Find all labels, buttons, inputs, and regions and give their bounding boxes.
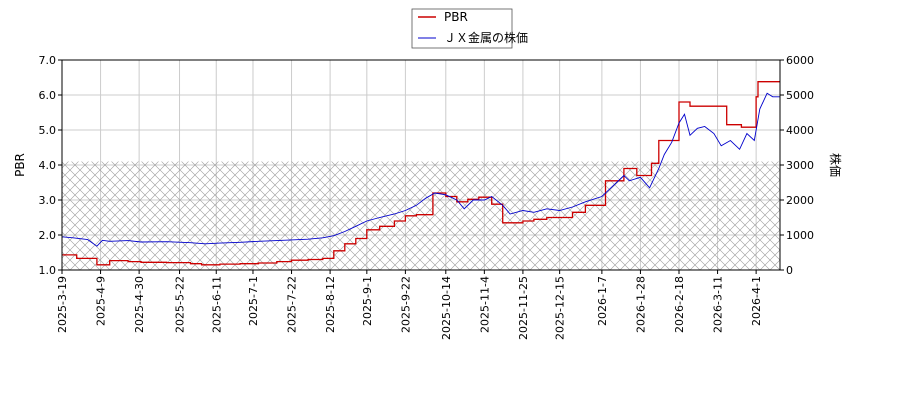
legend-pbr-label: PBR bbox=[444, 10, 468, 24]
tick-label-x: 2026-1-28 bbox=[634, 276, 647, 333]
tick-label-x: 2025-6-11 bbox=[210, 276, 223, 333]
tick-label-x: 2025-7-22 bbox=[286, 276, 299, 333]
tick-label-right: 4000 bbox=[786, 124, 814, 137]
axis-ticks: 1.0 2.0 3.0 4.0 5.0 6.0 7.0 0 1000 2000 3000 4000 50… bbox=[39, 54, 815, 340]
series-line-pbr bbox=[62, 81, 780, 266]
legend: PBR ＪＸ金属の株価 bbox=[411, 8, 528, 49]
tick-label-x: 2025-3-19 bbox=[56, 276, 69, 333]
tick-label-right: 1000 bbox=[786, 229, 814, 242]
tick-label-left: 7.0 bbox=[39, 54, 57, 67]
tick-label-left: 2.0 bbox=[39, 229, 57, 242]
series-layer bbox=[62, 81, 780, 266]
tick-label-left: 1.0 bbox=[39, 264, 57, 277]
tick-label-left: 3.0 bbox=[39, 194, 57, 207]
tick-label-right: 5000 bbox=[786, 89, 814, 102]
tick-label-x: 2026-2-18 bbox=[673, 276, 686, 333]
tick-label-x: 2025-9-1 bbox=[361, 276, 374, 326]
tick-label-right: 2000 bbox=[786, 194, 814, 207]
tick-label-left: 6.0 bbox=[39, 89, 57, 102]
tick-label-x: 2025-11-4 bbox=[478, 276, 491, 333]
tick-label-right: 6000 bbox=[786, 54, 814, 67]
tick-label-right: 0 bbox=[786, 264, 793, 277]
y-axis-left-title: PBR bbox=[13, 153, 27, 177]
legend-price-label: ＪＸ金属の株価 bbox=[444, 30, 528, 45]
y-axis-right-title: 株価 bbox=[828, 153, 843, 177]
tick-label-left: 4.0 bbox=[39, 159, 57, 172]
tick-label-right: 3000 bbox=[786, 159, 814, 172]
tick-label-x: 2026-1-7 bbox=[596, 276, 609, 326]
tick-label-x: 2025-8-12 bbox=[324, 276, 337, 333]
tick-label-x: 2025-10-14 bbox=[440, 276, 453, 340]
tick-label-x: 2025-5-22 bbox=[174, 276, 187, 333]
tick-label-x: 2026-4-1 bbox=[750, 276, 763, 326]
tick-label-x: 2025-4-30 bbox=[133, 276, 146, 333]
hatched-region bbox=[62, 161, 780, 270]
tick-label-x: 2025-4-9 bbox=[95, 276, 108, 326]
tick-label-x: 2025-7-1 bbox=[247, 276, 260, 326]
tick-label-x: 2025-12-15 bbox=[554, 276, 567, 340]
tick-label-x: 2025-9-22 bbox=[399, 276, 412, 333]
series-line-price bbox=[62, 92, 780, 247]
legend-box bbox=[411, 8, 513, 49]
tick-label-x: 2025-11-25 bbox=[517, 276, 530, 340]
tick-label-left: 5.0 bbox=[39, 124, 57, 137]
tick-label-x: 2026-3-11 bbox=[712, 276, 725, 333]
